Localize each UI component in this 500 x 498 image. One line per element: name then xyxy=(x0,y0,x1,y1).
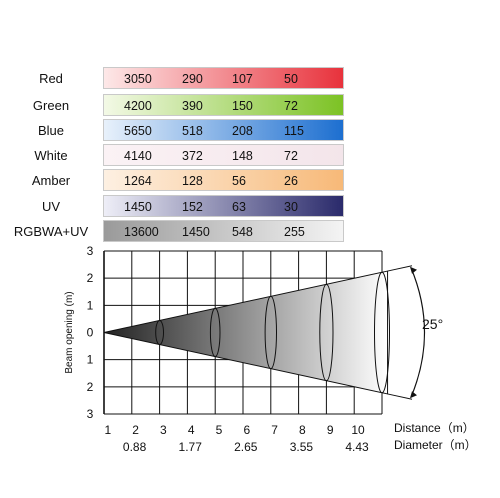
row-value-bar: 4140 372 148 72 xyxy=(103,144,344,166)
row-value-cell: 4140 xyxy=(124,149,152,163)
beam-cone xyxy=(103,270,389,395)
distance-tick-label: 2 xyxy=(132,423,139,437)
row-value-cell: 548 xyxy=(232,225,253,239)
beam-cross-section xyxy=(319,283,334,382)
distance-tick-label: 9 xyxy=(327,423,334,437)
beam-ray-bottom xyxy=(387,393,413,400)
distance-tick-label: 5 xyxy=(216,423,223,437)
row-value-cell: 4200 xyxy=(124,99,152,113)
distance-axis-label: Distance（m） xyxy=(394,421,475,435)
beam-ray-top xyxy=(387,265,413,272)
y-tick-label: 1 xyxy=(87,353,94,367)
y-axis-label: Beam opening (m) xyxy=(64,291,75,373)
row-label: Blue xyxy=(37,123,65,138)
y-tick-label: 2 xyxy=(87,380,94,394)
row-value-bar: 4200 390 150 72 xyxy=(103,94,344,116)
distance-tick-label: 4 xyxy=(188,423,195,437)
row-value-cell: 3050 xyxy=(124,72,152,86)
row-value-bar: 3050 290 107 50 xyxy=(103,67,344,89)
row-value-cell: 518 xyxy=(182,124,203,138)
row-label: Red xyxy=(39,71,63,86)
diameter-tick-label: 0.88 xyxy=(123,440,147,454)
beam-cross-section xyxy=(264,295,277,370)
angle-arrow-top xyxy=(410,266,417,274)
row-value-cell: 115 xyxy=(284,124,304,138)
y-tick-label: 2 xyxy=(87,271,94,285)
distance-tick-label: 8 xyxy=(299,423,306,437)
row-label: RGBWA+UV xyxy=(13,224,89,239)
angle-arrow-bottom xyxy=(410,391,417,399)
row-value-cell: 1264 xyxy=(124,174,152,188)
y-tick-label: 3 xyxy=(87,244,94,258)
row-label: White xyxy=(34,148,68,163)
diameter-axis-label: Diameter（m） xyxy=(394,438,477,452)
row-value-cell: 26 xyxy=(284,174,298,188)
row-value-cell: 5650 xyxy=(124,124,152,138)
photometric-table: Red 3050 290 107 50 Green 4200 390 150 72 Blue 5650… xyxy=(13,67,344,242)
row-value-bar: 5650 518 208 115 xyxy=(103,119,344,141)
row-value-cell: 50 xyxy=(284,72,298,86)
diameter-tick-label: 2.65 xyxy=(234,440,258,454)
row-label: Amber xyxy=(31,173,71,188)
diameter-tick-label: 1.77 xyxy=(179,440,203,454)
distance-tick-label: 1 xyxy=(104,423,111,437)
diameter-tick-label: 4.43 xyxy=(345,440,369,454)
row-value-cell: 390 xyxy=(182,99,203,113)
distance-tick-label: 7 xyxy=(271,423,278,437)
row-value-cell: 208 xyxy=(232,124,253,138)
distance-tick-label: 10 xyxy=(351,423,365,437)
row-value-cell: 150 xyxy=(232,99,253,113)
row-value-cell: 13600 xyxy=(124,225,159,239)
y-tick-label: 1 xyxy=(87,298,94,312)
beam-angle-indicator: 25° xyxy=(387,265,443,400)
row-value-cell: 128 xyxy=(182,174,203,188)
distance-tick-label: 3 xyxy=(160,423,167,437)
row-value-cell: 1450 xyxy=(182,225,210,239)
row-value-cell: 30 xyxy=(284,200,298,214)
beam-cross-section xyxy=(209,307,221,358)
y-tick-label: 3 xyxy=(87,407,94,421)
diameter-tick-label: 3.55 xyxy=(290,440,314,454)
row-value-cell: 72 xyxy=(284,149,298,163)
row-value-cell: 290 xyxy=(182,72,203,86)
row-value-cell: 148 xyxy=(232,149,253,163)
y-tick-label: 0 xyxy=(87,326,94,340)
row-value-cell: 107 xyxy=(232,72,253,86)
row-value-cell: 372 xyxy=(182,149,203,163)
beam-angle-arc xyxy=(410,267,426,398)
row-value-bar: 1264 128 56 26 xyxy=(103,169,344,191)
beam-cross-section xyxy=(374,271,390,394)
row-value-cell: 63 xyxy=(232,200,246,214)
row-value-cell: 72 xyxy=(284,99,298,113)
row-value-cell: 1450 xyxy=(124,200,152,214)
row-value-bar: 13600 1450 548 255 xyxy=(103,220,344,242)
beam-cross-section xyxy=(155,319,165,346)
beam-angle-label: 25° xyxy=(422,316,443,332)
distance-tick-label: 6 xyxy=(243,423,250,437)
row-value-cell: 255 xyxy=(284,225,305,239)
row-value-cell: 152 xyxy=(182,200,203,214)
row-value-cell: 56 xyxy=(232,174,246,188)
row-label: Green xyxy=(32,98,70,113)
row-value-bar: 1450 152 63 30 xyxy=(103,195,344,217)
beam-cross-sections xyxy=(155,271,390,394)
row-label: UV xyxy=(41,199,61,214)
